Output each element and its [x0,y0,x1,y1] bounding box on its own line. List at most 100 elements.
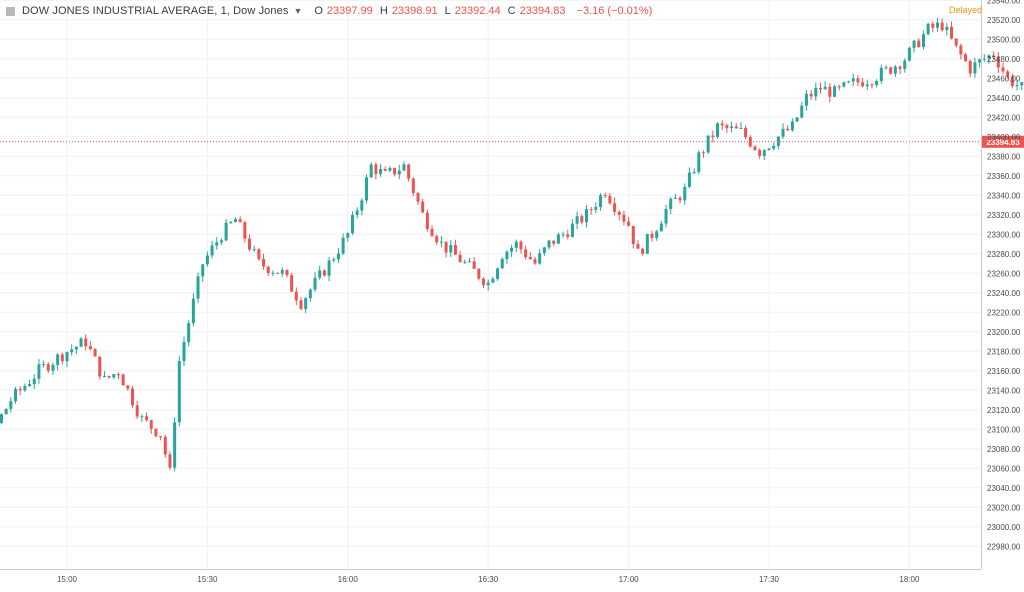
y-tick-label: 23520.00 [987,16,1021,25]
candle [472,257,476,269]
candle-body [879,67,883,82]
series-legend[interactable]: DOW JONES INDUSTRIAL AVERAGE, 1, Dow Jon… [6,4,652,18]
candle-body [56,354,60,365]
candle [599,193,603,211]
candle-body [1001,67,1005,72]
candle [584,205,588,228]
candle-body [884,67,888,69]
candle-body [388,168,392,171]
candle-body [107,375,111,378]
candle-body [692,172,696,174]
candle [350,211,354,236]
y-tick-label: 23140.00 [987,386,1021,395]
candle-body [968,61,972,74]
candle-body [397,170,401,175]
candle [842,81,846,88]
candle [561,231,565,238]
y-tick-label: 23200.00 [987,328,1021,337]
candle-body [645,233,649,254]
candle [992,51,996,60]
candle [776,136,780,150]
candle [837,84,841,91]
candle [280,267,284,277]
y-tick-label: 23000.00 [987,523,1021,532]
candle [196,272,200,304]
candle-body [472,261,476,269]
candle-body [627,221,631,226]
candle [996,52,1000,73]
candle-body [833,86,837,97]
candle-body [238,219,242,223]
candle [940,18,944,32]
candle-body [453,245,457,255]
candle [926,22,930,36]
candle [355,207,359,219]
candle-body [140,416,144,418]
candle-body [631,225,635,245]
candle [477,268,481,281]
candle [116,372,120,380]
candle [720,120,724,130]
candle-body [1010,76,1014,86]
candle-body [145,416,149,421]
candle [1020,81,1024,91]
candle-body [500,259,504,269]
symbol-title[interactable]: DOW JONES INDUSTRIAL AVERAGE, 1, Dow Jon… [22,5,289,17]
candle [725,123,729,133]
candle-body [425,212,429,229]
candle-body [996,56,1000,68]
candle [397,164,401,180]
candle-body [168,454,172,468]
candle-body [687,172,691,187]
candle-body [856,78,860,83]
candle-body [767,148,771,150]
candle [0,413,3,425]
chevron-down-icon[interactable]: ▼ [293,6,303,16]
candle-body [98,356,102,377]
candle [149,419,153,434]
candle-body [14,388,18,402]
candle [266,265,270,276]
candle [570,219,574,238]
low-value: 23392.44 [454,5,501,17]
candle-body [561,234,565,236]
y-tick-label: 23220.00 [987,308,1021,317]
candle-body [32,378,36,385]
candle-body [191,298,195,324]
candle-body [641,248,645,254]
candle [823,81,827,90]
candle [795,117,799,123]
candle-body [556,234,560,244]
candle-body [149,420,153,429]
candle-body [224,222,228,241]
candle [893,65,897,78]
candle [421,198,425,214]
candle [32,374,36,390]
candle-body [173,422,177,468]
candle-body [599,195,603,208]
candle [439,236,443,248]
candle [907,46,911,62]
candle [847,80,851,83]
candle-body [163,436,167,455]
candle [458,251,462,263]
candle [444,241,448,258]
candle-body [393,168,397,175]
candle [248,234,252,252]
candle-body [617,211,621,215]
candle [163,434,167,458]
candle [365,174,369,204]
candle [491,276,495,284]
candle [861,78,865,88]
last-price-tag [982,135,1024,148]
candle-body [945,26,949,31]
x-tick-label: 15:30 [197,575,218,584]
candle [379,163,383,177]
delayed-badge: Delayed [949,5,983,15]
candle [730,121,734,133]
candle [102,371,106,378]
candle [589,206,593,215]
candle-body [622,214,626,222]
